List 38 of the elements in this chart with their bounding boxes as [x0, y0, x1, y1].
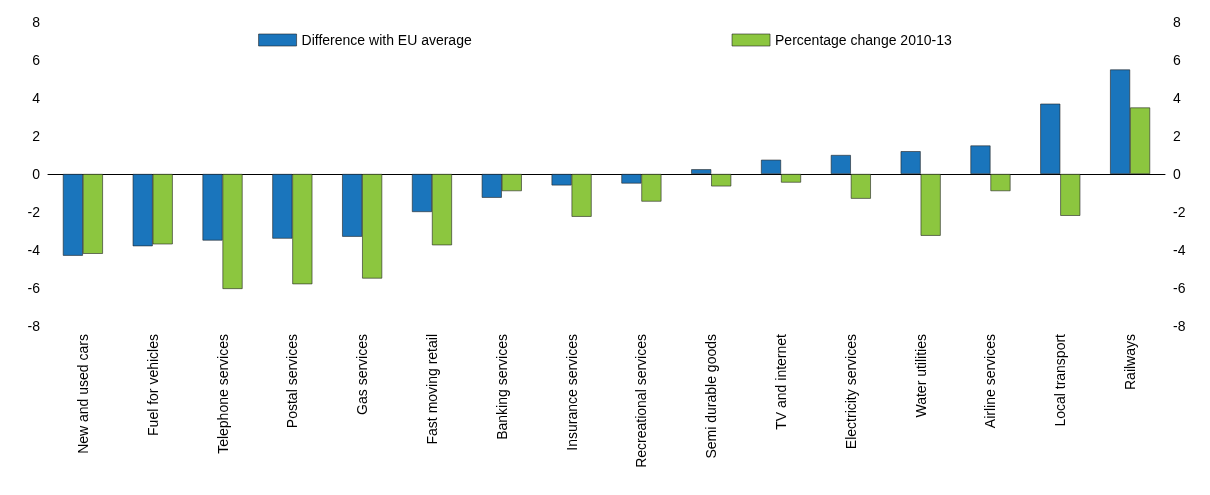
y2-tick-label: 0 [1173, 166, 1181, 182]
y-tick-label: 6 [32, 52, 41, 68]
x-tick-label: Airline services [982, 334, 999, 429]
x-tick-label: Insurance services [563, 334, 580, 451]
y-tick-label: -8 [27, 318, 41, 334]
bar [761, 159, 782, 174]
y2-tick-label: 2 [1173, 128, 1181, 144]
x-tick-label: Banking services [493, 334, 510, 440]
x-tick-label: TV and internet [773, 333, 790, 430]
y-tick-label: 0 [32, 166, 41, 182]
x-tick-label: Telephone services [214, 334, 231, 454]
x-tick-label: Electricity services [842, 334, 859, 450]
y2-tick-label: 4 [1173, 90, 1181, 106]
x-tick-label: Railways [1122, 334, 1139, 391]
x-tick-label: Semi durable goods [703, 334, 720, 459]
bar [781, 174, 802, 183]
x-tick-label: Fuel for vehicles [144, 334, 161, 436]
y2-tick-label: -2 [1173, 204, 1186, 220]
y2-tick-label: 8 [1173, 14, 1181, 30]
y-tick-label: 4 [32, 90, 41, 106]
x-tick-label: Fast moving retail [423, 334, 440, 445]
x-tick-label: Water utilities [912, 334, 929, 418]
y2-tick-label: -8 [1173, 318, 1186, 334]
x-tick-label: New and used cars [74, 334, 91, 454]
x-tick-label: Gas services [354, 334, 371, 415]
x-tick-label: Recreational services [633, 334, 650, 468]
y-tick-label: -4 [27, 242, 41, 258]
y-tick-label: 8 [32, 14, 41, 30]
y-tick-label: -6 [27, 280, 41, 296]
y2-tick-label: -4 [1173, 242, 1186, 258]
y2-tick-label: 6 [1173, 52, 1181, 68]
x-tick-label: Local transport [1052, 333, 1069, 427]
legend-label: Difference with EU average [301, 32, 472, 48]
legend-label: Percentage change 2010-13 [775, 32, 952, 48]
y-tick-label: 2 [32, 128, 41, 144]
x-tick-label: Postal services [284, 334, 301, 429]
y2-tick-label: -6 [1173, 280, 1186, 296]
y-tick-label: -2 [27, 204, 41, 220]
